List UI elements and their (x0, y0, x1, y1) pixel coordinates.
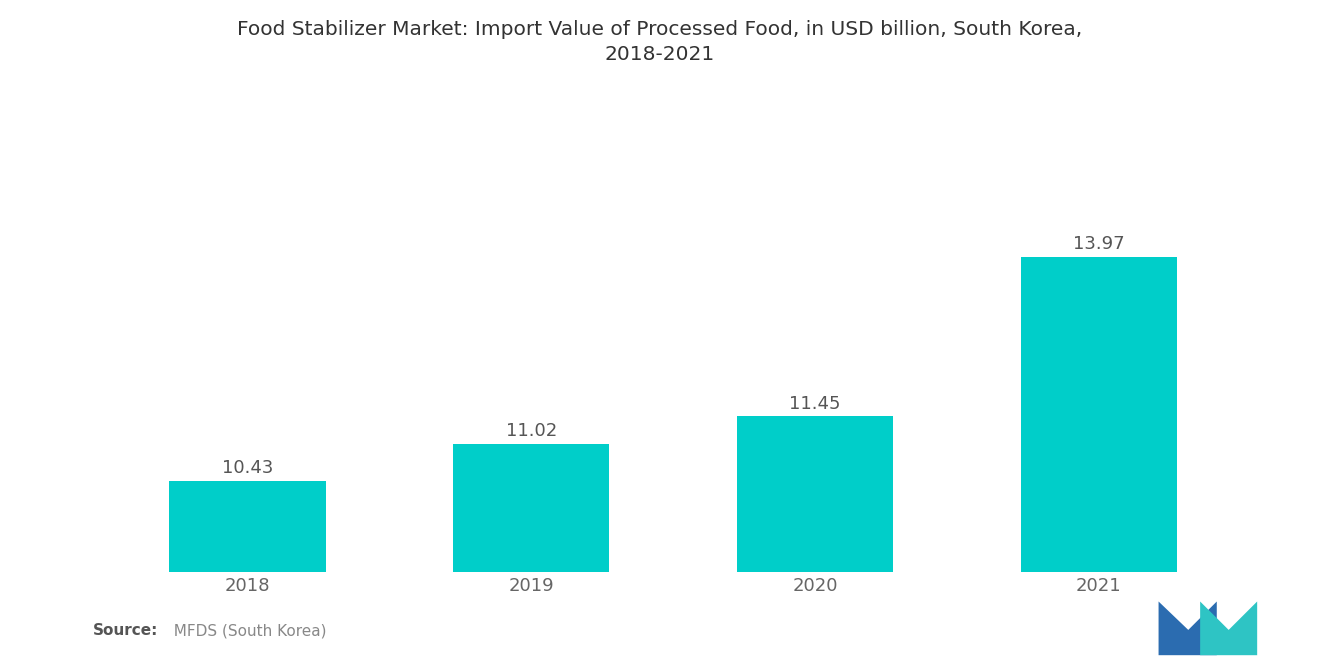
Bar (1020, 257, 1177, 665)
Text: Source:: Source: (92, 623, 158, 638)
Bar (169, 481, 326, 665)
Text: 13.97: 13.97 (1073, 235, 1125, 253)
Polygon shape (1200, 601, 1257, 655)
Text: MFDS (South Korea): MFDS (South Korea) (164, 623, 326, 638)
Text: 10.43: 10.43 (222, 460, 273, 477)
Text: 11.02: 11.02 (506, 422, 557, 440)
Polygon shape (1159, 601, 1217, 655)
Text: Food Stabilizer Market: Import Value of Processed Food, in USD billion, South Ko: Food Stabilizer Market: Import Value of … (238, 20, 1082, 64)
Bar (737, 416, 894, 665)
Text: 11.45: 11.45 (789, 395, 841, 413)
Bar (453, 444, 610, 665)
